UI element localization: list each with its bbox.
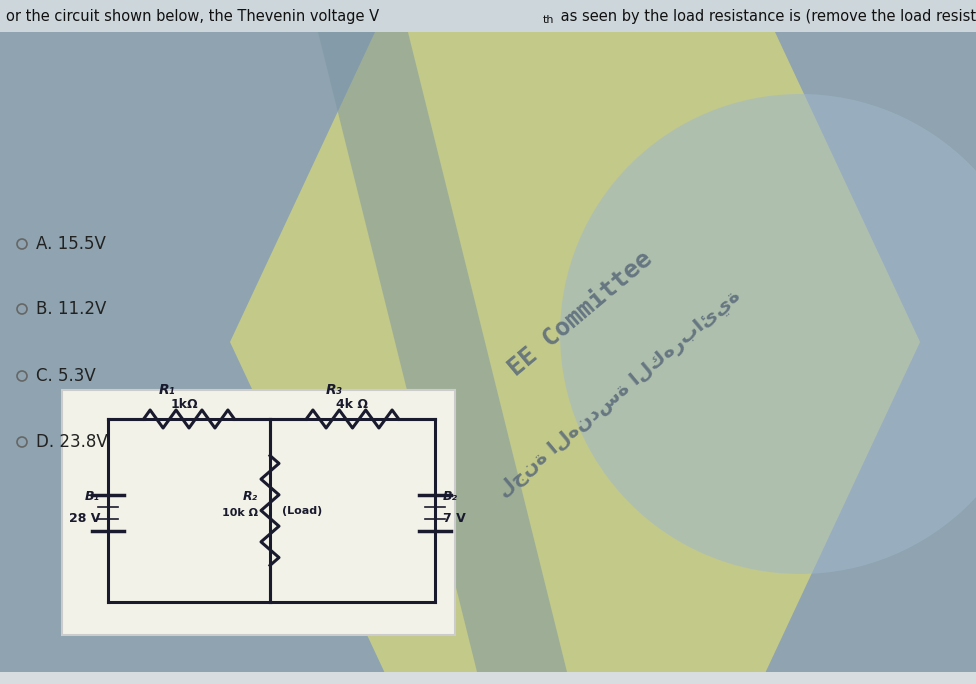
Text: as seen by the load resistance is (remove the load resistance):: as seen by the load resistance is (remov… — [556, 8, 976, 23]
Text: 1kΩ: 1kΩ — [170, 398, 198, 411]
Text: (Load): (Load) — [282, 505, 322, 516]
Text: EE Committee: EE Committee — [504, 247, 657, 381]
Text: 28 V: 28 V — [68, 512, 100, 525]
Text: D. 23.8V: D. 23.8V — [36, 433, 107, 451]
Text: R₂: R₂ — [243, 490, 258, 503]
Text: R₃: R₃ — [326, 383, 343, 397]
Text: B₁: B₁ — [85, 490, 100, 503]
Text: 7 V: 7 V — [443, 512, 466, 525]
Text: B. 11.2V: B. 11.2V — [36, 300, 106, 318]
FancyBboxPatch shape — [0, 672, 976, 684]
Text: A. 15.5V: A. 15.5V — [36, 235, 105, 253]
Text: B₂: B₂ — [443, 490, 458, 503]
Text: لجنة الهندسة الكهربائية: لجنة الهندسة الكهربائية — [495, 287, 745, 501]
FancyBboxPatch shape — [0, 0, 976, 32]
Text: 10k Ω: 10k Ω — [222, 508, 258, 518]
Polygon shape — [230, 0, 920, 684]
Polygon shape — [310, 0, 570, 684]
Text: C. 5.3V: C. 5.3V — [36, 367, 96, 385]
Text: or the circuit shown below, the Thevenin voltage V: or the circuit shown below, the Thevenin… — [6, 8, 379, 23]
Text: th: th — [543, 15, 554, 25]
Circle shape — [560, 94, 976, 574]
Text: 4k Ω: 4k Ω — [337, 398, 369, 411]
FancyBboxPatch shape — [62, 390, 455, 635]
Text: R₁: R₁ — [159, 383, 176, 397]
